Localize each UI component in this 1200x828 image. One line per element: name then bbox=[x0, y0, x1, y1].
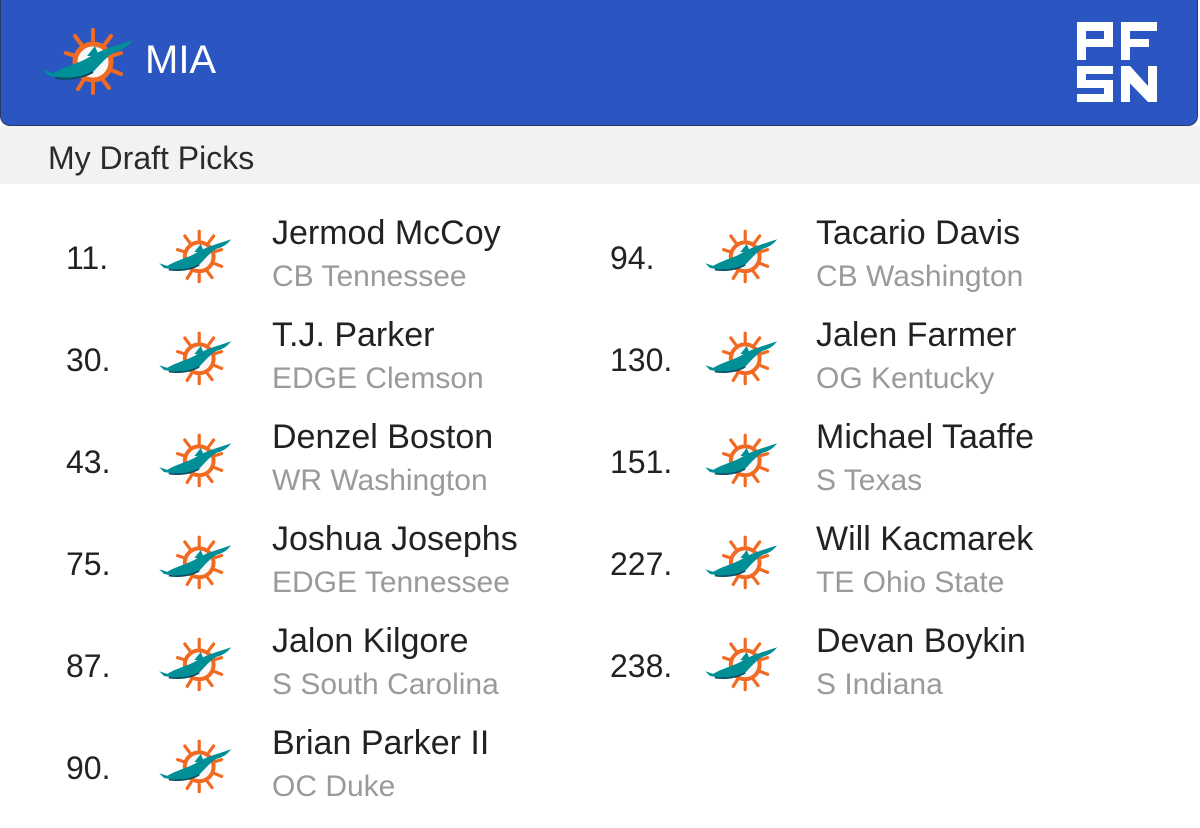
dolphins-logo-icon bbox=[156, 636, 236, 692]
pick-number: 75. bbox=[66, 546, 111, 582]
pfsn-logo-icon bbox=[1077, 22, 1157, 102]
player-position-school: TE Ohio State bbox=[816, 566, 1005, 599]
pick-number: 11. bbox=[66, 240, 109, 276]
dolphins-logo-icon bbox=[156, 738, 236, 794]
player-name: Tacario Davis bbox=[816, 214, 1021, 252]
player-position-school: S South Carolina bbox=[272, 668, 499, 701]
player-name: Michael Taaffe bbox=[816, 418, 1034, 456]
pick-number: 238. bbox=[610, 648, 673, 684]
dolphins-logo-icon bbox=[702, 432, 782, 488]
pick-number: 87. bbox=[66, 648, 111, 684]
pick-number: 151. bbox=[610, 444, 673, 480]
pick-number: 94. bbox=[610, 240, 655, 276]
dolphins-logo-icon bbox=[702, 636, 782, 692]
player-name: Joshua Josephs bbox=[272, 520, 518, 558]
player-name: Jermod McCoy bbox=[272, 214, 501, 252]
player-name: Brian Parker II bbox=[272, 724, 490, 762]
player-name: Will Kacmarek bbox=[816, 520, 1034, 558]
player-position-school: OC Duke bbox=[272, 770, 396, 803]
player-position-school: S Indiana bbox=[816, 668, 943, 701]
pick-number: 90. bbox=[66, 750, 111, 786]
section-title: My Draft Picks bbox=[48, 140, 255, 176]
player-name: Jalen Farmer bbox=[816, 316, 1017, 354]
player-position-school: EDGE Clemson bbox=[272, 362, 484, 395]
dolphins-logo-icon bbox=[702, 534, 782, 590]
player-position-school: OG Kentucky bbox=[816, 362, 995, 395]
dolphins-logo-icon bbox=[702, 330, 782, 386]
player-position-school: S Texas bbox=[816, 464, 923, 497]
player-position-school: CB Tennessee bbox=[272, 260, 467, 293]
team-abbreviation: MIA bbox=[145, 38, 217, 82]
pick-number: 30. bbox=[66, 342, 111, 378]
pick-number: 43. bbox=[66, 444, 111, 480]
dolphins-logo-icon bbox=[702, 228, 782, 284]
dolphins-logo-icon bbox=[156, 432, 236, 488]
dolphins-logo-icon bbox=[156, 228, 236, 284]
player-position-school: EDGE Tennessee bbox=[272, 566, 510, 599]
player-name: Denzel Boston bbox=[272, 418, 494, 456]
pick-number: 130. bbox=[610, 342, 673, 378]
team-header: MIA bbox=[0, 0, 1198, 126]
dolphins-logo-icon bbox=[156, 330, 236, 386]
dolphins-logo-icon bbox=[156, 534, 236, 590]
player-name: Devan Boykin bbox=[816, 622, 1026, 660]
section-header bbox=[0, 126, 1200, 184]
player-position-school: CB Washington bbox=[816, 260, 1024, 293]
player-name: T.J. Parker bbox=[272, 316, 435, 354]
player-position-school: WR Washington bbox=[272, 464, 488, 497]
pick-number: 227. bbox=[610, 546, 673, 582]
dolphins-logo-icon bbox=[41, 26, 137, 96]
player-name: Jalon Kilgore bbox=[272, 622, 469, 660]
